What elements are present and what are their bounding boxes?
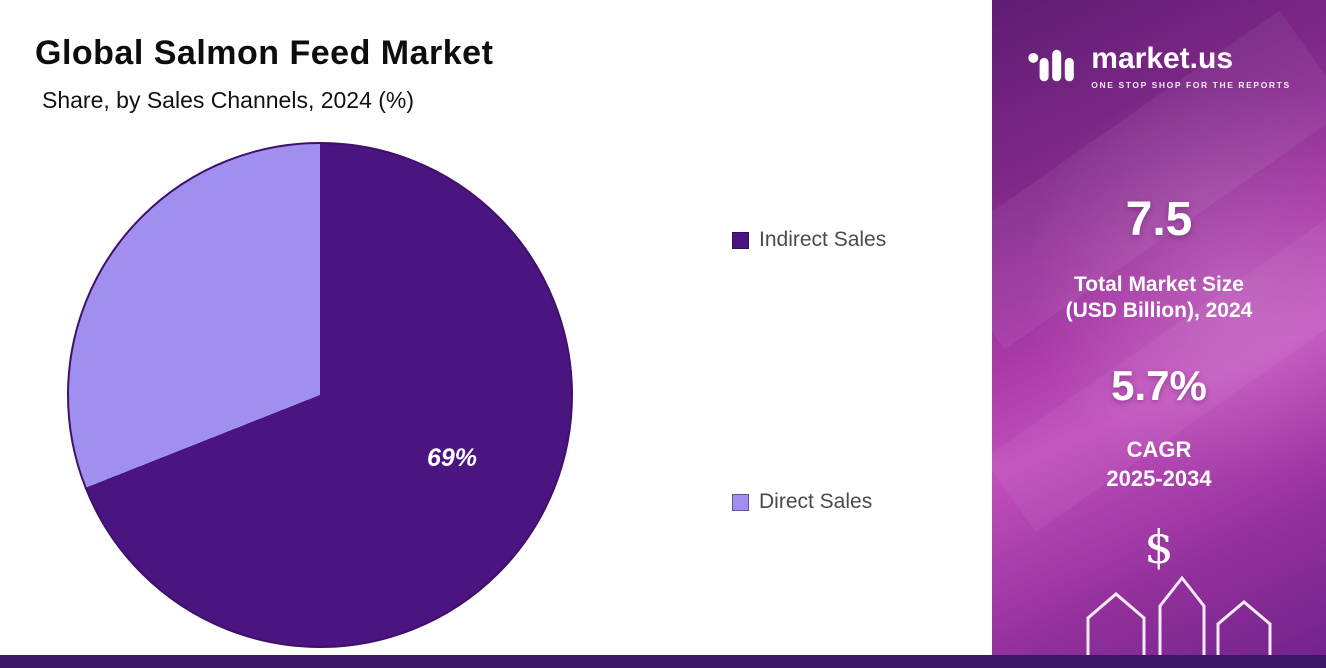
chart-area: Global Salmon Feed Market Share, by Sale… [35,34,887,648]
market-size-value: 7.5 [1125,193,1193,246]
brand-text-wrap: market.us ONE STOP SHOP FOR THE REPORTS [1091,42,1291,91]
market-size-label-line1: Total Market Size [1074,273,1244,296]
legend-swatch-indirect-sales [732,231,749,249]
dollar-icon: $ [1144,520,1174,574]
legend-label-direct-sales: Direct Sales [759,490,873,513]
cagr-label-block: CAGR 2025-2034 [992,436,1326,493]
chart-title: Global Salmon Feed Market [35,34,494,72]
legend-item-direct-sales: Direct Sales [732,490,872,514]
pie-chart: 69% [67,142,573,648]
cagr-period: 2025-2034 [1106,465,1212,491]
brand-sidebar: market.us ONE STOP SHOP FOR THE REPORTS … [992,0,1326,668]
legend-swatch-direct-sales [732,493,749,511]
brand-tagline: ONE STOP SHOP FOR THE REPORTS [1091,80,1291,90]
legend-item-indirect-sales: Indirect Sales [732,228,886,252]
bottom-accent-bar [0,655,1326,668]
brand-name: market.us [1091,42,1234,75]
market-size-label: Total Market Size (USD Billion), 2024 [992,272,1326,325]
chart-subtitle: Share, by Sales Channels, 2024 (%) [42,87,415,113]
brand-logo-row: market.us ONE STOP SHOP FOR THE REPORTS [992,44,1326,93]
marketus-logo-icon [1027,44,1081,93]
growth-arrows-icon [992,568,1326,668]
legend-label-indirect-sales: Indirect Sales [759,228,887,251]
pie-slice-data-label: 69% [427,444,478,472]
market-size-label-line2: (USD Billion), 2024 [1065,299,1253,323]
cagr-value: 5.7% [1111,362,1207,409]
cagr-label: CAGR [1126,437,1192,462]
